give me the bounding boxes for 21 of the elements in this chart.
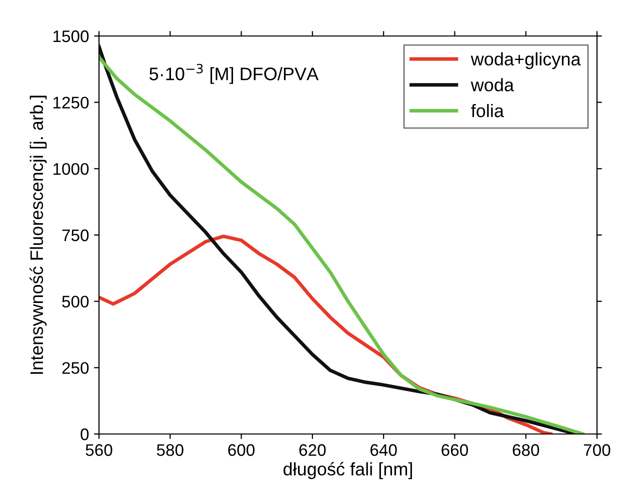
x-tick-label: 560 bbox=[86, 444, 112, 456]
x-tick-label: 640 bbox=[370, 444, 397, 456]
y-tick-label: 750 bbox=[62, 229, 89, 242]
annotation: 5·10$^{−3}$ [M] DFO/PVA bbox=[150, 64, 319, 84]
x-tick-label: 600 bbox=[228, 444, 255, 456]
y-tick-label: 0 bbox=[80, 428, 89, 440]
x-tick-label: 620 bbox=[299, 444, 326, 456]
y-tick-label: 1500 bbox=[53, 30, 89, 42]
y-tick-label: 500 bbox=[62, 296, 89, 308]
x-tick-label: 660 bbox=[442, 444, 468, 456]
legend-label: woda bbox=[470, 78, 514, 92]
legend-label: woda+glicyna bbox=[470, 52, 581, 70]
x-tick-label: 680 bbox=[512, 444, 540, 456]
y-tick-label: 1250 bbox=[53, 96, 89, 109]
x-tick-label: 580 bbox=[156, 444, 184, 456]
y-tick-label: 1000 bbox=[53, 163, 89, 175]
x-axis-title: długość fali [nm] bbox=[284, 462, 412, 480]
x-tick-label: 700 bbox=[584, 444, 610, 456]
y-axis-title: Intensywność Fluorescencji [j. arb.] bbox=[30, 96, 47, 374]
y-tick-label: 250 bbox=[62, 362, 89, 374]
legend-label: folia bbox=[471, 104, 504, 118]
